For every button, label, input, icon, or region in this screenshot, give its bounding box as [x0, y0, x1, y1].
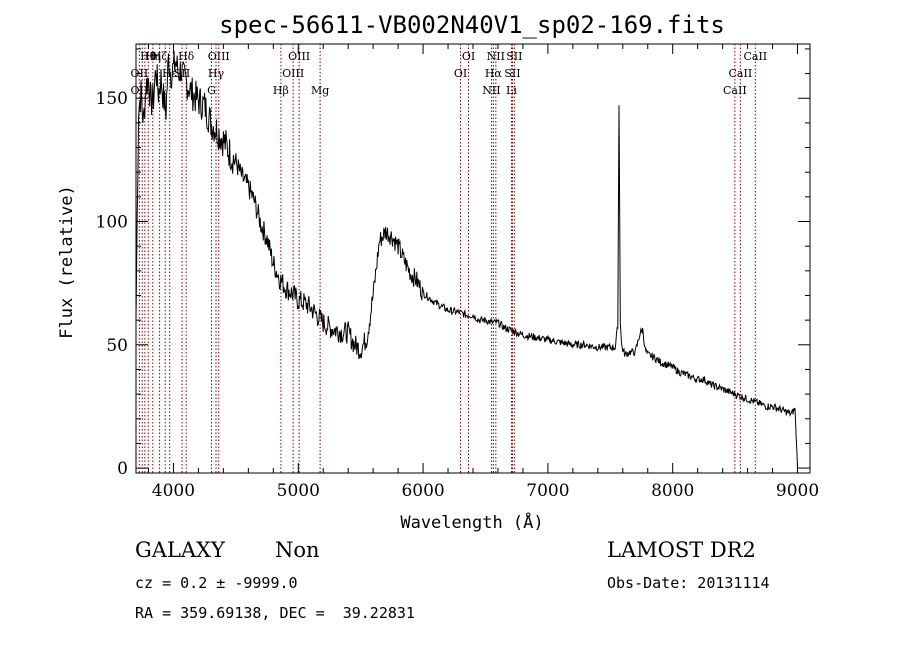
axis-ticks: 4000 5000 6000 7000 8000 9000 0 50 100 150 [96, 44, 819, 501]
y-tick-label: 100 [96, 213, 128, 233]
x-tick-label: 7000 [526, 481, 569, 501]
y-tick-label: 50 [106, 336, 128, 356]
line-marker-label: OII [131, 84, 149, 97]
line-marker-label: Mg [311, 84, 329, 97]
line-marker-label: OIII [282, 67, 304, 80]
line-marker-label: NII [482, 84, 500, 97]
x-tick-label: 4000 [152, 481, 195, 501]
line-marker-label: Li [506, 84, 517, 97]
x-axis-label: Wavelength (Å) [400, 511, 543, 533]
x-tick-label: 8000 [651, 481, 694, 501]
line-marker-label: Hδ [178, 50, 195, 63]
x-tick-label: 9000 [776, 481, 819, 501]
plot-border [135, 43, 811, 474]
line-marker-label: OIII [288, 50, 310, 63]
line-marker-label: Hγ [208, 67, 225, 80]
line-marker-label: Hα [485, 67, 503, 80]
y-axis-label: Flux (relative) [57, 185, 77, 339]
line-marker-label: Hη [145, 50, 161, 63]
y-tick-label: 150 [96, 89, 128, 109]
x-tick-label: 6000 [401, 481, 444, 501]
line-marker-label: SII [506, 50, 522, 63]
y-tick-label: 0 [117, 459, 128, 479]
line-marker-label: SII [504, 67, 520, 80]
line-marker-label: OI [462, 50, 475, 63]
line-marker-label: NII [487, 50, 505, 63]
survey-name: LAMOST DR2 [607, 538, 756, 562]
object-class: GALAXY [135, 538, 225, 562]
line-marker-label: CaII [729, 67, 753, 80]
line-marker-label: OI [454, 67, 467, 80]
object-subclass: Non [275, 538, 320, 562]
plot-frame [135, 43, 811, 474]
line-marker-label: Hθ [140, 50, 157, 63]
line-marker-label: CaII [723, 84, 747, 97]
obs-date: Obs-Date: 20131114 [607, 574, 770, 592]
line-marker-label: Hβ [273, 84, 289, 97]
redshift-line: cz = 0.2 ± -9999.0 [135, 574, 298, 592]
line-marker-label: Hζ [152, 50, 168, 63]
chart-title: spec-56611-VB002N40V1_sp02-169.fits [219, 11, 725, 39]
line-marker-label: CaII [743, 50, 767, 63]
line-marker-label: G [207, 84, 216, 97]
spectrum-line [135, 51, 798, 469]
line-marker-label: OIII [208, 50, 230, 63]
spectrum-series [135, 51, 798, 469]
ra-dec: RA = 359.69138, DEC = 39.22831 [135, 604, 415, 622]
x-tick-label: 5000 [277, 481, 320, 501]
